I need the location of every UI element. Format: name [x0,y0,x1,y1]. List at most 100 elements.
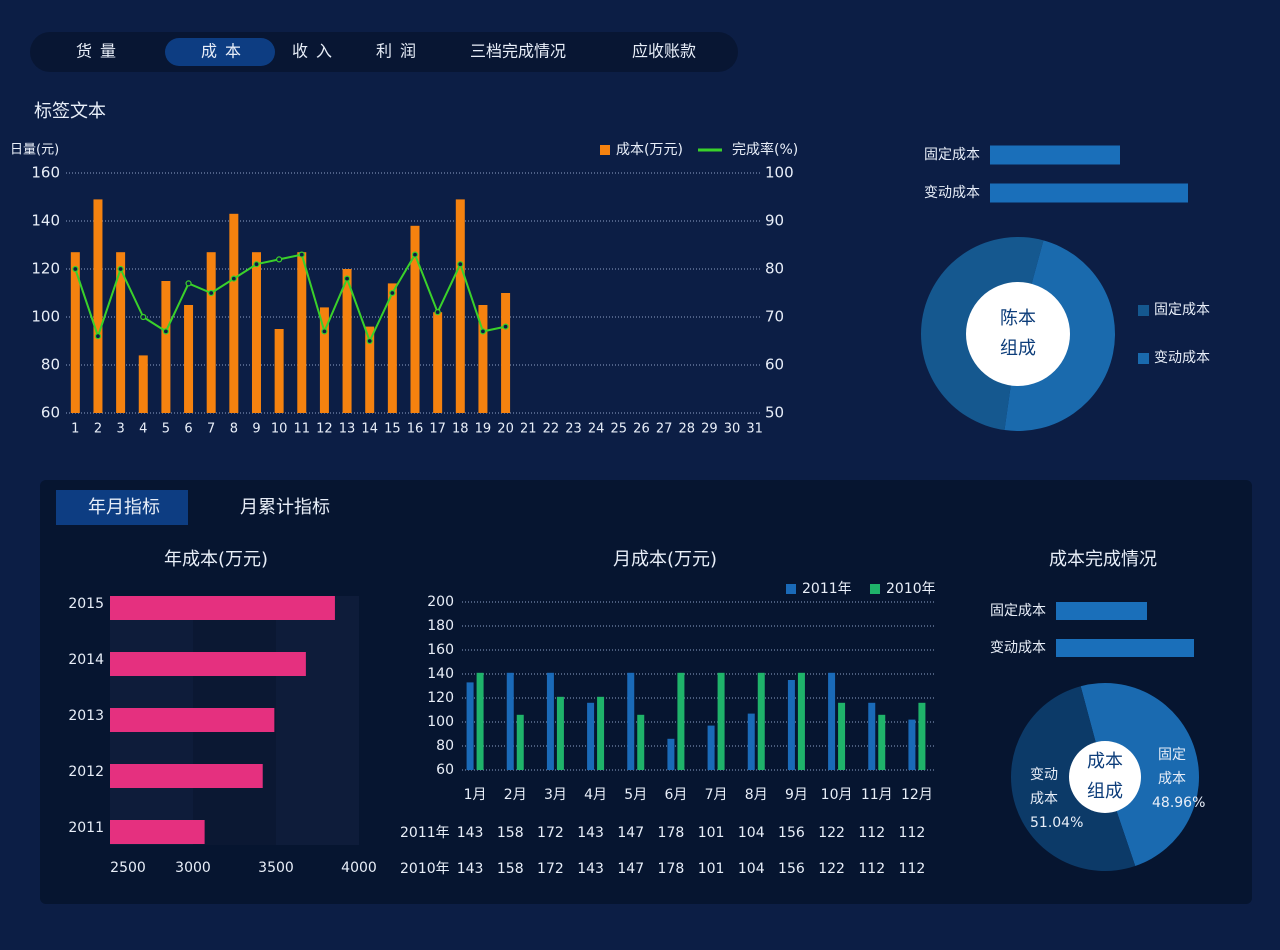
table-cell: 112 [899,861,926,877]
bar [116,252,126,413]
table-cell: 101 [698,861,725,877]
line-point [343,275,351,282]
table-cell: 158 [497,825,524,841]
x-tick-label: 3500 [258,860,294,876]
x-tick-label: 30 [724,422,741,437]
x-tick-label: 24 [588,422,605,437]
bar [410,225,420,413]
bar [110,764,263,788]
legend-swatch [1138,305,1149,316]
y-tick-label: 80 [41,356,60,374]
x-tick-label: 2月 [504,787,527,803]
y-tick-label: 2013 [68,708,104,724]
x-tick-label: 11 [294,422,311,437]
y-tick-label: 100 [31,308,60,326]
x-tick-label: 7 [207,422,215,437]
table-cell: 104 [738,825,765,841]
x-tick-label: 9月 [785,787,808,803]
nav-tab[interactable]: 成本 [201,42,249,61]
table-cell: 143 [457,825,484,841]
legend-label: 完成率(%) [732,141,798,158]
bar [918,702,926,770]
x-tick-label: 6 [184,422,192,437]
x-tick-label: 13 [339,422,356,437]
chart-title: 年成本(万元) [164,549,268,570]
table-cell: 104 [738,861,765,877]
nav-tab[interactable]: 应收账款 [632,42,696,61]
bar [637,714,645,770]
x-tick-label: 4 [139,422,147,437]
bar [667,738,675,770]
chart-title: 成本完成情况 [1049,549,1157,570]
line-point [208,289,215,297]
section-title: 标签文本 [34,101,106,122]
bar [93,199,103,413]
bar [433,312,443,413]
x-tick-label: 6月 [664,787,687,803]
bar [297,252,307,413]
x-tick-label: 8 [230,422,238,437]
x-tick-label: 9 [252,422,260,437]
line-point [479,328,487,335]
line-point [72,265,79,273]
bar [70,252,80,413]
pie-label-name: 固定成本 [1157,747,1186,787]
y2-tick-label: 100 [765,164,794,182]
y-tick-label: 60 [436,762,454,778]
x-tick-label: 4月 [584,787,607,803]
legend-label: 2011年 [802,581,852,597]
bar [466,682,474,770]
nav-tab[interactable]: 三档完成情况 [470,42,566,61]
panel-tab-active [56,490,188,525]
bar [206,252,216,413]
pie-label: 变动成本 51.04% [1030,763,1090,835]
table-cell: 143 [577,861,604,877]
line-point [389,289,396,297]
bar [516,714,524,770]
x-tick-label: 29 [701,422,718,437]
x-tick-label: 14 [361,422,378,437]
pie-center-label: 成本组成 [1086,751,1123,802]
x-tick-label: 10月 [821,787,853,803]
y-tick-label: 140 [31,212,60,230]
table-cell: 178 [658,861,685,877]
nav-tab[interactable]: 利润 [376,42,424,61]
table-cell: 112 [858,861,885,877]
line-point [94,333,102,340]
bar [1056,639,1194,657]
nav-tab[interactable]: 货量 [76,42,124,61]
pie-label-value: 51.04% [1030,815,1084,831]
y-tick-label: 120 [427,690,454,706]
x-tick-label: 16 [407,422,424,437]
legend-label: 变动成本 [1154,350,1210,366]
y-tick-label: 2012 [68,764,104,780]
x-tick-label: 7月 [705,787,728,803]
table-row-label: 2010年 [400,861,450,877]
table-row-label: 2011年 [400,825,450,841]
table-cell: 147 [617,825,644,841]
bar-label: 固定成本 [924,147,980,163]
line-point [276,256,283,263]
table-cell: 101 [698,825,725,841]
y-tick-label: 60 [41,404,60,422]
bar [229,213,239,413]
x-tick-label: 31 [746,422,763,437]
bar [110,820,205,844]
bar [184,305,194,413]
bar [110,708,275,732]
x-tick-label: 17 [429,422,446,437]
panel-tab[interactable]: 年月指标 [88,497,160,518]
x-tick-label: 22 [543,422,560,437]
x-tick-label: 21 [520,422,537,437]
x-tick-label: 11月 [861,787,893,803]
y-tick-label: 140 [427,666,454,682]
panel-tab[interactable]: 月累计指标 [240,497,330,518]
x-tick-label: 1月 [464,787,487,803]
nav-tab[interactable]: 收入 [292,42,340,61]
y-tick-label: 120 [31,260,60,278]
x-tick-label: 5 [162,422,170,437]
pie-center [1069,741,1141,813]
x-tick-label: 28 [678,422,695,437]
bar [110,596,335,620]
